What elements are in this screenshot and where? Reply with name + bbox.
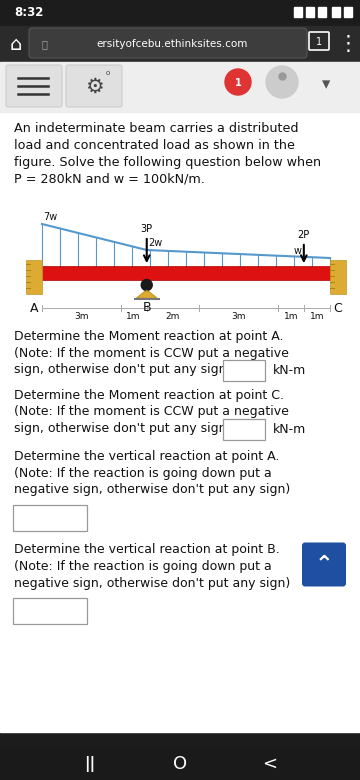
Bar	[318, 7, 326, 17]
Text: (Note: If the moment is CCW put a negative: (Note: If the moment is CCW put a negati…	[14, 346, 289, 360]
Bar	[344, 7, 352, 17]
FancyBboxPatch shape	[13, 598, 87, 624]
Text: (Note: If the moment is CCW put a negative: (Note: If the moment is CCW put a negati…	[14, 406, 289, 419]
Text: 1m: 1m	[126, 312, 141, 321]
Text: 8:32: 8:32	[14, 6, 43, 20]
FancyBboxPatch shape	[13, 505, 87, 530]
Text: B: B	[143, 301, 151, 314]
Bar	[294, 7, 302, 17]
Text: <: <	[262, 755, 278, 773]
Circle shape	[266, 66, 298, 98]
Text: 2m: 2m	[166, 312, 180, 321]
Text: ||: ||	[84, 756, 96, 772]
Text: 1: 1	[235, 78, 241, 88]
Text: C: C	[334, 302, 342, 315]
Text: P = 280kN and w = 100kN/m.: P = 280kN and w = 100kN/m.	[14, 173, 205, 186]
Text: Determine the vertical reaction at point A.: Determine the vertical reaction at point…	[14, 450, 279, 463]
Text: (Note: If the reaction is going down put a: (Note: If the reaction is going down put…	[14, 466, 272, 480]
FancyBboxPatch shape	[223, 360, 265, 381]
Text: ⌃: ⌃	[315, 555, 333, 575]
Text: o: o	[106, 70, 110, 76]
FancyBboxPatch shape	[66, 65, 122, 107]
Text: sign, otherwise don't put any sign): sign, otherwise don't put any sign)	[14, 422, 231, 435]
Text: w: w	[294, 246, 302, 256]
Text: sign, otherwise don't put any sign): sign, otherwise don't put any sign)	[14, 363, 231, 376]
Bar	[0, 62, 360, 112]
Bar	[306, 7, 314, 17]
Text: An indeterminate beam carries a distributed: An indeterminate beam carries a distribu…	[14, 122, 298, 135]
FancyBboxPatch shape	[223, 419, 265, 440]
Bar	[330, 260, 346, 294]
Text: 1m: 1m	[283, 312, 298, 321]
Text: 3m: 3m	[231, 312, 246, 321]
Text: ⌂: ⌂	[10, 34, 22, 54]
Text: 2w: 2w	[149, 238, 163, 248]
Text: 1: 1	[316, 37, 322, 47]
Bar	[0, 748, 360, 780]
Text: load and concentrated load as shown in the: load and concentrated load as shown in t…	[14, 139, 295, 152]
Text: figure. Solve the following question below when: figure. Solve the following question bel…	[14, 156, 321, 169]
Text: Determine the Moment reaction at point A.: Determine the Moment reaction at point A…	[14, 330, 284, 343]
Text: ersityofcebu.ethinksites.com: ersityofcebu.ethinksites.com	[96, 39, 248, 49]
Text: ▾: ▾	[322, 75, 330, 93]
Text: 3P: 3P	[141, 224, 153, 234]
Text: A: A	[30, 302, 38, 315]
Text: ⚙: ⚙	[85, 77, 103, 97]
Text: kN-m: kN-m	[273, 364, 306, 377]
Text: ⋮: ⋮	[338, 34, 359, 54]
Bar	[332, 7, 340, 17]
Bar	[26, 260, 42, 294]
Text: (Note: If the reaction is going down put a: (Note: If the reaction is going down put…	[14, 560, 272, 573]
Text: 🔒: 🔒	[41, 39, 47, 49]
Text: 2P: 2P	[298, 230, 310, 240]
Text: kN-m: kN-m	[273, 423, 306, 436]
Circle shape	[225, 69, 251, 95]
Text: O: O	[173, 755, 187, 773]
Text: 1m: 1m	[310, 312, 324, 321]
Bar	[42, 266, 330, 280]
Text: Determine the vertical reaction at point B.: Determine the vertical reaction at point…	[14, 544, 280, 556]
FancyBboxPatch shape	[29, 28, 307, 58]
Circle shape	[141, 279, 152, 290]
Bar	[0, 26, 360, 62]
FancyBboxPatch shape	[6, 65, 62, 107]
Polygon shape	[137, 290, 157, 298]
Text: 3m: 3m	[74, 312, 89, 321]
Bar	[0, 112, 360, 732]
Text: 7w: 7w	[43, 212, 57, 222]
Text: negative sign, otherwise don't put any sign): negative sign, otherwise don't put any s…	[14, 576, 290, 590]
FancyBboxPatch shape	[302, 543, 346, 587]
Text: Determine the Moment reaction at point C.: Determine the Moment reaction at point C…	[14, 389, 284, 402]
Bar	[0, 0, 360, 26]
Text: negative sign, otherwise don't put any sign): negative sign, otherwise don't put any s…	[14, 483, 290, 496]
